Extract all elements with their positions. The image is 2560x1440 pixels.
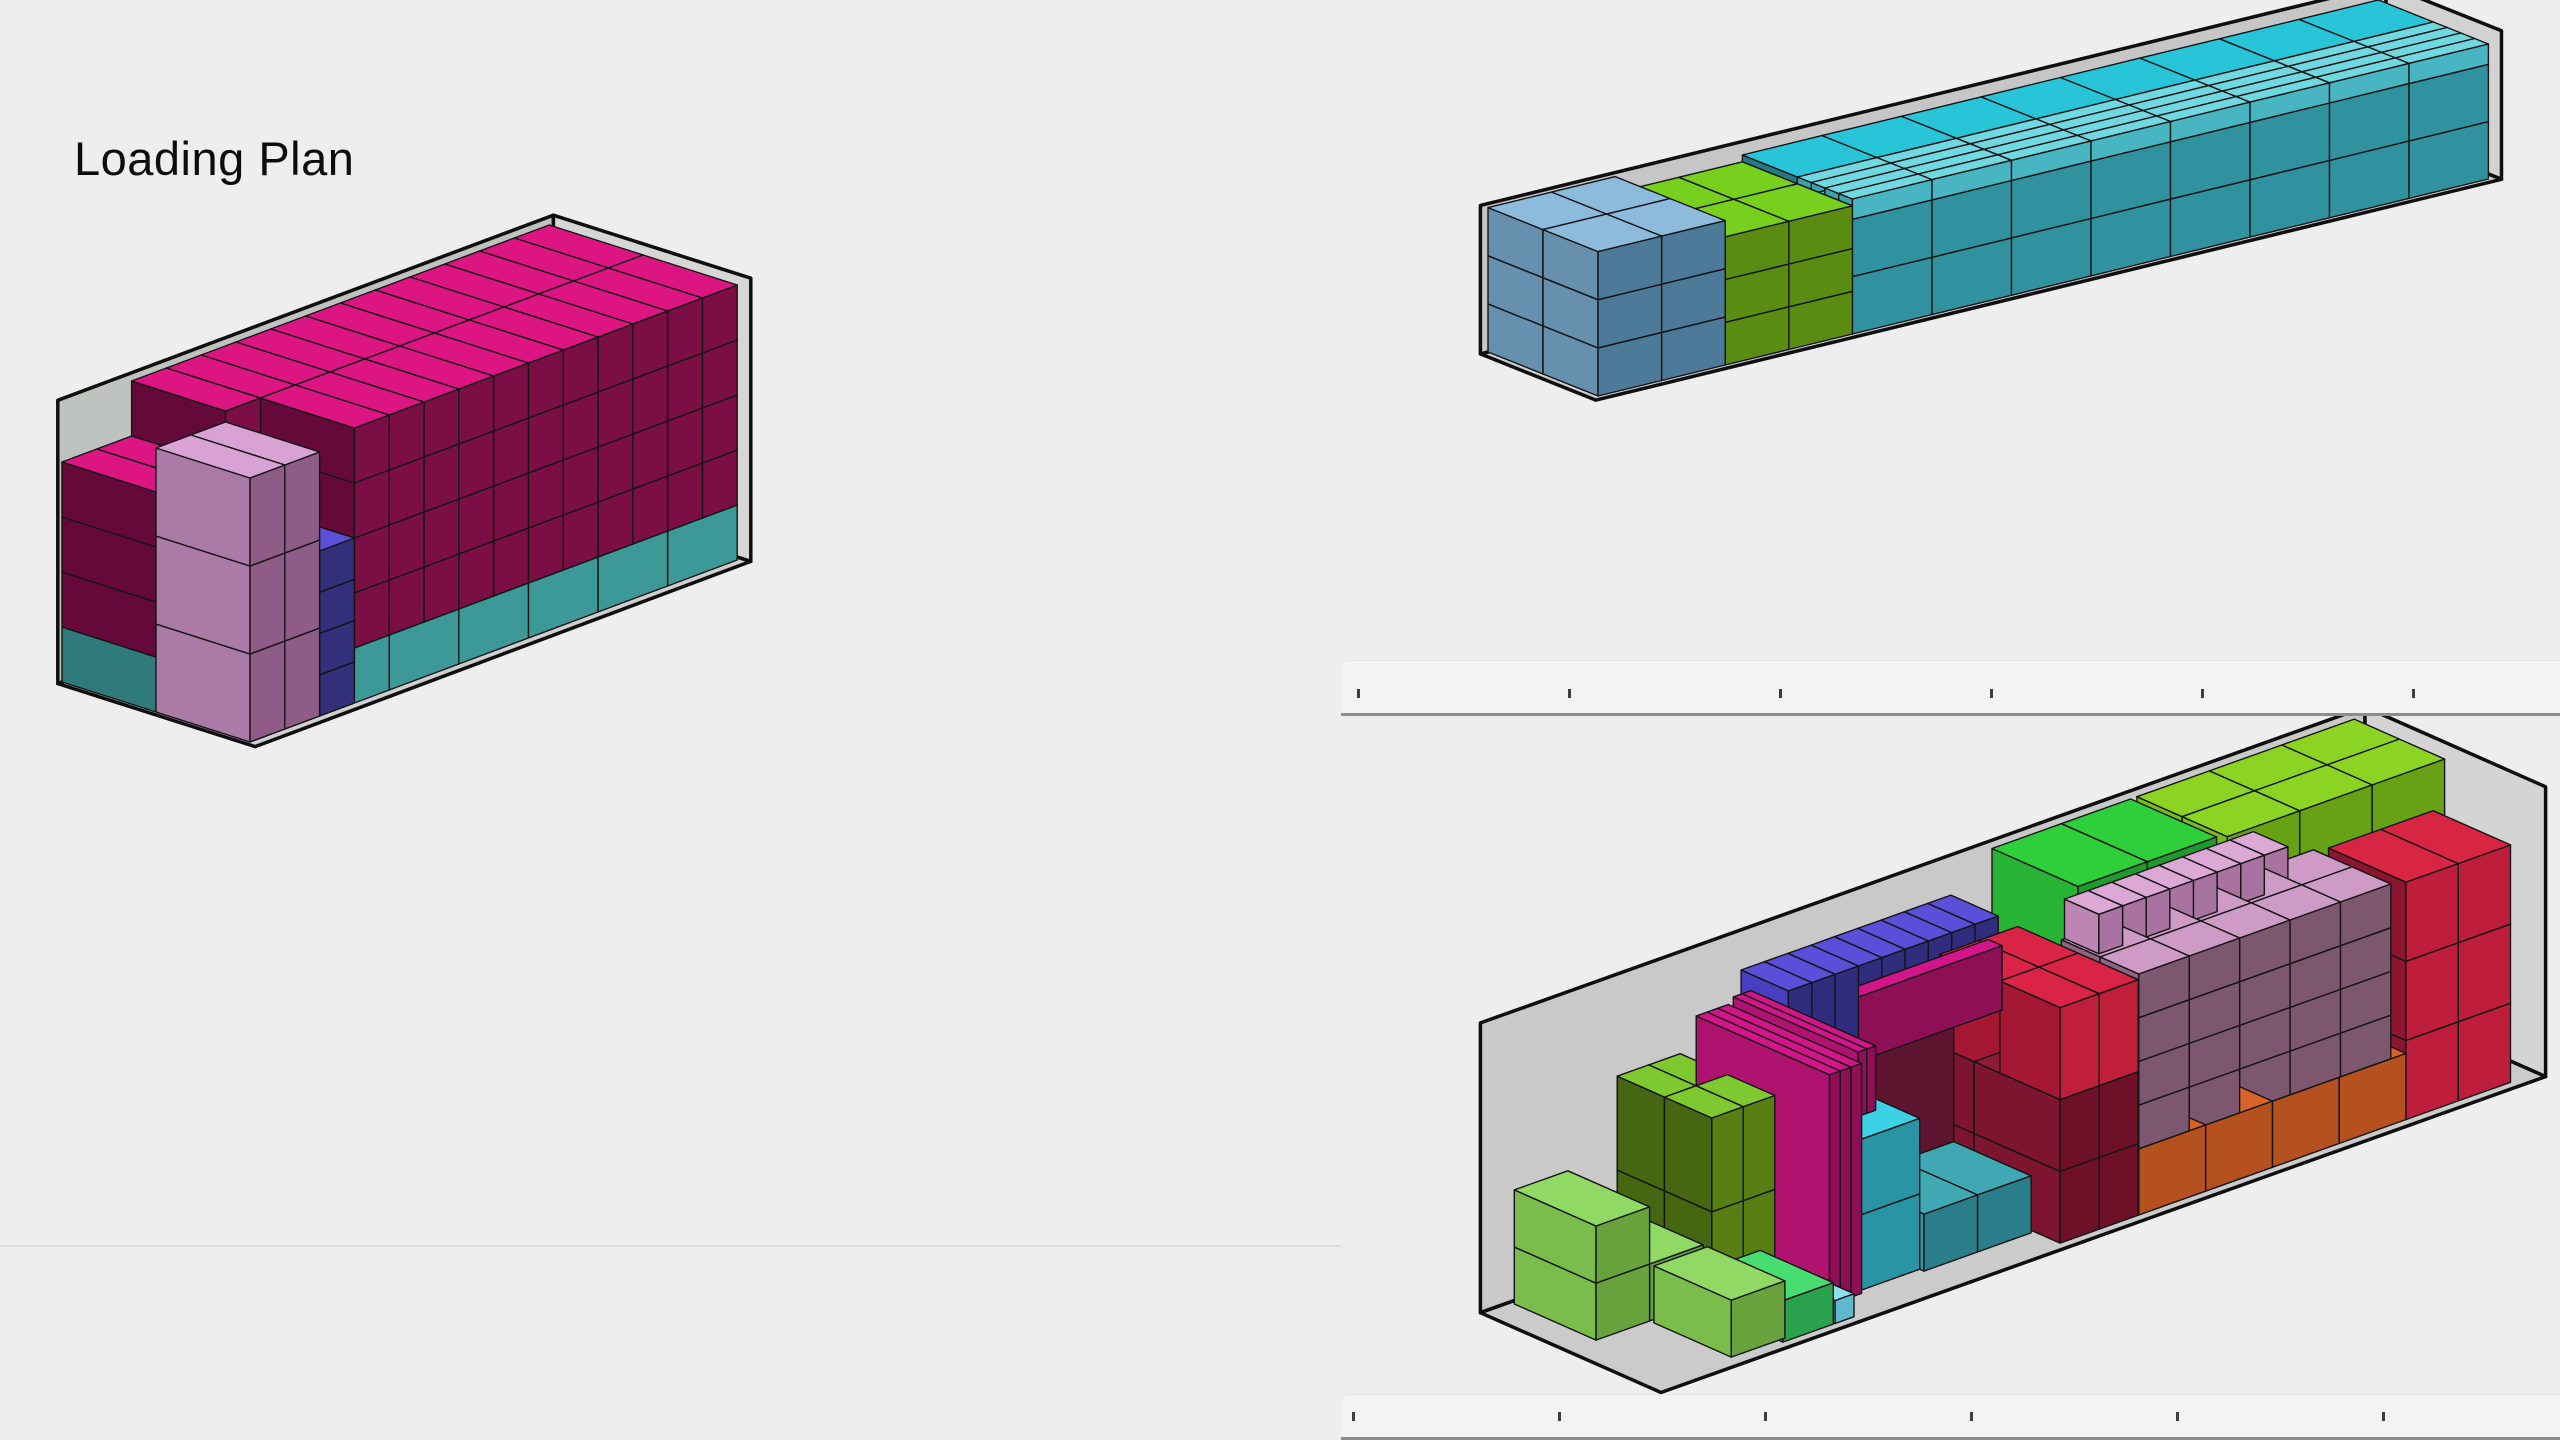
box-pink-slat-row	[2063, 889, 2124, 955]
box-magenta-main-block	[259, 384, 390, 484]
box-plum-columns	[155, 434, 286, 567]
bottom-right-ruler-tick	[1764, 1412, 1767, 1421]
top-right-ruler	[1341, 660, 2560, 713]
top-right-ruler-tick	[1779, 689, 1782, 698]
bottom-right-ruler-tick	[1970, 1412, 1973, 1421]
left-panel-divider	[0, 1245, 1341, 1247]
top-right-ruler-tick	[1357, 689, 1360, 698]
bottom-right-ruler	[1341, 1394, 2560, 1437]
top-right-ruler-tick	[1568, 689, 1571, 698]
bottom-right-ruler-tick	[1558, 1412, 1561, 1421]
container-view-main-left	[56, 213, 753, 749]
box-light-green-stack	[1513, 1170, 1651, 1284]
boxes-main-left	[61, 224, 738, 743]
top-right-ruler-tick	[2412, 689, 2415, 698]
top-right-ruler-tick	[1990, 689, 1993, 698]
top-right-ruler-tick	[2201, 689, 2204, 698]
boxes-bottom-right	[1513, 718, 2512, 1358]
right-bottom-divider	[1341, 1436, 2560, 1440]
container-view-bottom-right	[1478, 705, 2548, 1395]
bottom-right-ruler-tick	[2176, 1412, 2179, 1421]
page-title: Loading Plan	[74, 132, 355, 186]
box-olive-tall-block	[1663, 1085, 1745, 1213]
right-top-divider	[1341, 712, 2560, 716]
bottom-right-ruler-tick	[1352, 1412, 1355, 1421]
box-steel-blue-block	[1542, 213, 1663, 301]
box-light-green-front	[1653, 1245, 1786, 1358]
container-view-top-right	[1478, 0, 2504, 402]
box-bright-red-top	[1999, 966, 2100, 1101]
bottom-right-ruler-tick	[2382, 1412, 2385, 1421]
boxes-top-right	[1487, 0, 2490, 397]
